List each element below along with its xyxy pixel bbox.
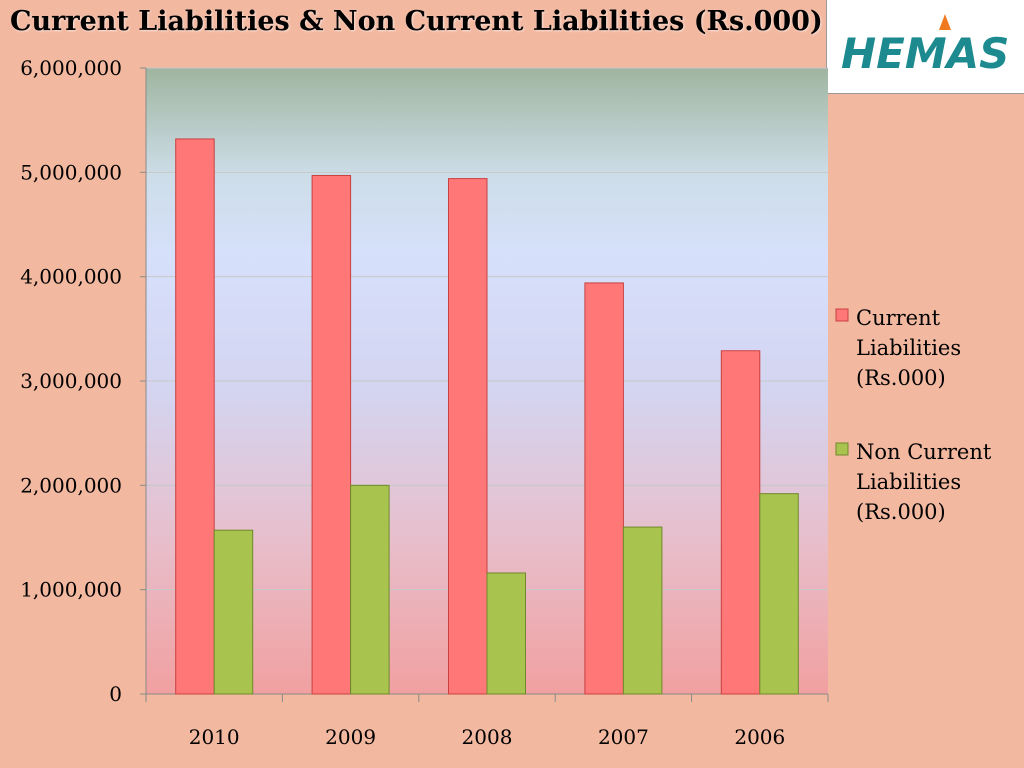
bar-non-current-liabilities-2007 [622, 526, 663, 695]
legend-swatch [835, 308, 849, 322]
bar-current-liabilities-2006 [720, 350, 761, 695]
bar-current-liabilities-2010 [175, 138, 215, 695]
x-tick-label: 2009 [325, 725, 376, 749]
legend-label: (Rs.000) [856, 366, 946, 390]
legend-label: (Rs.000) [856, 500, 946, 524]
y-tick-label: 0 [109, 682, 122, 706]
bar-current-liabilities-2009 [311, 174, 352, 695]
y-tick-label: 5,000,000 [20, 160, 122, 184]
legend-label: Non Current [856, 440, 992, 464]
y-tick-label: 1,000,000 [20, 578, 122, 602]
legend-label: Liabilities [856, 470, 961, 494]
legend-swatch [835, 442, 849, 456]
x-tick-label: 2007 [598, 725, 649, 749]
y-tick-label: 6,000,000 [20, 56, 122, 80]
logo-accent-icon [939, 14, 951, 30]
x-tick-label: 2010 [189, 725, 240, 749]
x-tick-label: 2006 [734, 725, 785, 749]
bar-current-liabilities-2008 [448, 178, 488, 695]
legend: Current Liabilities (Rs.000) Non Current Lia… [835, 306, 992, 524]
x-axis-ticks: 2010 2009 2008 2007 2006 [189, 725, 786, 749]
hemas-logo: HEMAS [826, 0, 1024, 94]
legend-label: Current [856, 306, 941, 330]
bar-non-current-liabilities-2010 [213, 529, 254, 695]
chart-title: Current Liabilities & Non Current Liabil… [10, 6, 823, 37]
y-tick-label: 2,000,000 [20, 473, 122, 497]
bar-non-current-liabilities-2008 [486, 572, 526, 695]
logo-text: HEMAS [841, 29, 1009, 78]
y-axis-ticks: 0 1,000,000 2,000,000 3,000,000 4,000,000 5,0… [20, 56, 122, 706]
x-tick-label: 2008 [462, 725, 513, 749]
bar-non-current-liabilities-2009 [350, 484, 390, 695]
bar-non-current-liabilities-2006 [759, 493, 799, 695]
y-tick-label: 4,000,000 [20, 265, 122, 289]
bars [175, 138, 799, 695]
bar-current-liabilities-2007 [584, 282, 624, 695]
legend-label: Liabilities [856, 336, 961, 360]
y-tick-label: 3,000,000 [20, 369, 122, 393]
